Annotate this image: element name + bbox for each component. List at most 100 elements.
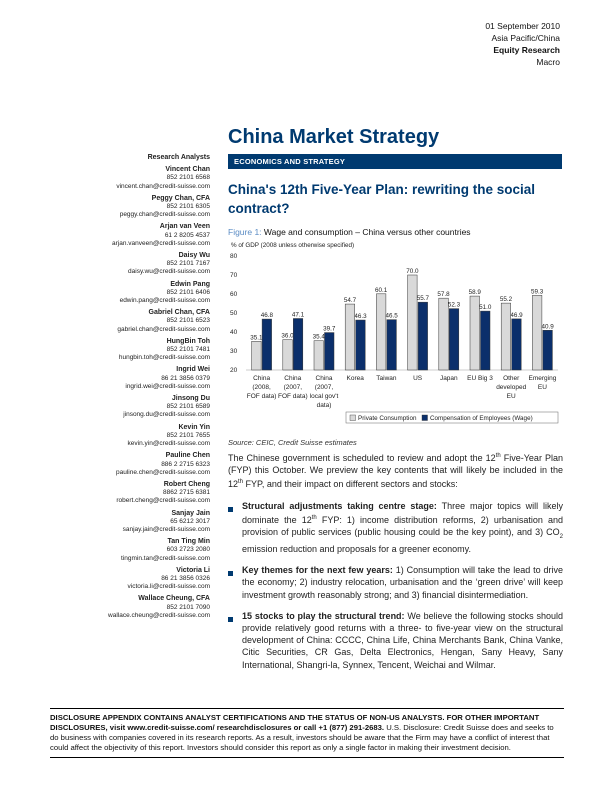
- analyst-email[interactable]: sanjay.jain@credit-suisse.com: [122, 525, 210, 533]
- bullet-item: Key themes for the next few years: 1) Co…: [228, 564, 563, 601]
- analyst-phone: 886 2 2715 6323: [161, 460, 210, 468]
- x-tick-label: EU Big 3: [467, 375, 493, 382]
- bar-compensation: [542, 330, 553, 371]
- disclosure-box: DISCLOSURE APPENDIX CONTAINS ANALYST CER…: [50, 708, 564, 758]
- x-tick-label: China: [316, 375, 333, 382]
- analyst-name: Kevin Yin: [178, 423, 210, 431]
- x-tick-label: China: [284, 375, 301, 382]
- bar-compensation: [417, 301, 428, 371]
- analyst-entry: Robert Cheng 8862 2715 6381 robert.cheng@c…: [40, 481, 210, 506]
- x-tick-label: (2007,: [284, 384, 303, 391]
- page-title: China Market Strategy: [228, 126, 440, 148]
- bar-private-consumption: [407, 274, 418, 371]
- data-label: 39.7: [323, 326, 336, 333]
- data-label: 46.5: [386, 313, 399, 320]
- analyst-phone: 8862 2715 6381: [163, 489, 210, 497]
- legend-entry: Compensation of Employees (Wage): [430, 415, 533, 422]
- analyst-entry: Kevin Yin 852 2101 7655 kevin.yin@credit-s…: [40, 424, 210, 449]
- figure-caption: Wage and consumption – China versus othe…: [263, 227, 471, 237]
- legend-swatch: [349, 414, 356, 421]
- bullet-item: 15 stocks to play the structural trend: …: [228, 610, 563, 671]
- x-tick-label: data): [317, 402, 332, 409]
- x-tick-label: developed: [496, 384, 526, 391]
- analyst-email[interactable]: victoria.li@credit-suisse.com: [127, 583, 210, 591]
- legend-box: [345, 411, 559, 424]
- data-label: 40.9: [542, 323, 555, 330]
- data-label: 35.4: [313, 334, 326, 341]
- bar-private-consumption: [344, 303, 355, 371]
- y-tick-label: 30: [230, 348, 238, 355]
- analyst-phone: 852 2101 6406: [166, 288, 210, 296]
- x-tick-label: EU: [538, 384, 547, 391]
- figure-source: Source: CEIC, Credit Suisse estimates: [228, 438, 357, 447]
- analyst-email[interactable]: peggy.chan@credit-suisse.com: [119, 211, 210, 219]
- report-subtitle: China's 12th Five-Year Plan: rewriting t…: [228, 182, 536, 216]
- analyst-email[interactable]: gabriel.chan@credit-suisse.com: [117, 325, 210, 333]
- legend-entry: Private Consumption: [358, 415, 417, 422]
- analyst-email[interactable]: hungbin.toh@credit-suisse.com: [118, 354, 210, 362]
- y-tick-label: 40: [230, 329, 238, 336]
- analyst-name: Daisy Wu: [178, 252, 210, 260]
- analyst-email[interactable]: arjan.vanveen@credit-suisse.com: [111, 239, 210, 247]
- analyst-entry: Arjan van Veen 61 2 8205 4537 arjan.vanvee…: [40, 223, 210, 248]
- analyst-name: Wallace Cheung, CFA: [138, 595, 210, 603]
- y-tick-label: 80: [230, 253, 238, 260]
- report-sector: Macro: [536, 57, 560, 67]
- analyst-entry: HungBin Toh 852 2101 7481 hungbin.toh@cred…: [40, 338, 210, 363]
- analyst-name: Victoria Li: [176, 566, 210, 574]
- analyst-email[interactable]: wallace.cheung@credit-suisse.com: [108, 611, 210, 619]
- y-tick-label: 70: [230, 272, 238, 279]
- data-label: 51.0: [479, 304, 492, 311]
- report-category: Equity Research: [493, 45, 560, 55]
- analyst-entry: Jinsong Du 852 2101 6589 jinsong.du@credit…: [40, 395, 210, 420]
- analyst-name: Ingrid Wei: [176, 366, 210, 374]
- analyst-entry: Pauline Chen 886 2 2715 6323 pauline.chen@…: [40, 452, 210, 477]
- analyst-phone: 61 2 8205 4537: [164, 231, 210, 239]
- analyst-name: Gabriel Chan, CFA: [148, 309, 210, 317]
- data-label: 59.3: [531, 288, 544, 295]
- figure-title: Figure 1: Wage and consumption – China v…: [228, 227, 471, 237]
- analyst-email[interactable]: vincent.chan@credit-suisse.com: [116, 182, 210, 190]
- analyst-email[interactable]: ingrid.wei@credit-suisse.com: [125, 382, 210, 390]
- data-label: 35.1: [250, 334, 263, 341]
- x-tick-label: Emerging: [528, 375, 556, 382]
- x-tick-label: FOF data): [278, 393, 308, 400]
- analyst-email[interactable]: robert.cheng@credit-suisse.com: [116, 497, 210, 505]
- research-analysts: Research Analysts Vincent Chan 852 2101 6…: [40, 154, 210, 624]
- chart-svg: % of GDP (2008 unless otherwise specifie…: [230, 242, 559, 424]
- analyst-phone: 852 2101 7090: [166, 603, 210, 611]
- analyst-email[interactable]: tingmin.tan@credit-suisse.com: [121, 554, 210, 562]
- analyst-email[interactable]: pauline.chen@credit-suisse.com: [115, 468, 210, 476]
- analyst-name: Arjan van Veen: [159, 223, 210, 231]
- analyst-name: Edwin Pang: [170, 280, 210, 288]
- analyst-entry: Victoria Li 86 21 3856 0326 victoria.li@cr…: [40, 567, 210, 592]
- bar-compensation: [480, 310, 491, 371]
- analyst-name: Jinsong Du: [171, 395, 210, 403]
- analyst-phone: 852 2101 7655: [166, 431, 210, 439]
- x-tick-label: (2007,: [315, 384, 334, 391]
- analyst-email[interactable]: kevin.yin@credit-suisse.com: [127, 440, 210, 448]
- data-label: 52.3: [448, 302, 461, 309]
- bar-compensation: [511, 318, 522, 371]
- section-band: ECONOMICS AND STRATEGY: [228, 154, 562, 169]
- data-label: 46.9: [510, 312, 523, 319]
- x-tick-label: US: [413, 375, 423, 382]
- x-tick-label: local gov't: [310, 393, 339, 400]
- data-label: 36.0: [281, 333, 294, 340]
- analyst-email[interactable]: edwin.pang@credit-suisse.com: [119, 297, 210, 305]
- bar-compensation: [449, 308, 460, 371]
- data-label: 70.0: [406, 268, 419, 275]
- bar-private-consumption: [376, 293, 387, 371]
- analyst-name: Pauline Chen: [165, 452, 210, 460]
- analyst-email[interactable]: jinsong.du@credit-suisse.com: [123, 411, 210, 419]
- bullet-square-icon: [228, 610, 242, 671]
- analyst-email[interactable]: daisy.wu@credit-suisse.com: [128, 268, 210, 276]
- analyst-phone: 65 6212 3017: [170, 517, 210, 525]
- analysts-title: Research Analysts: [147, 154, 210, 161]
- bar-compensation: [293, 318, 304, 371]
- data-label: 46.8: [261, 312, 274, 319]
- x-tick-label: Japan: [440, 375, 458, 382]
- x-tick-label: Other: [503, 375, 520, 382]
- bar-private-consumption: [438, 297, 449, 371]
- bar-compensation: [261, 318, 272, 371]
